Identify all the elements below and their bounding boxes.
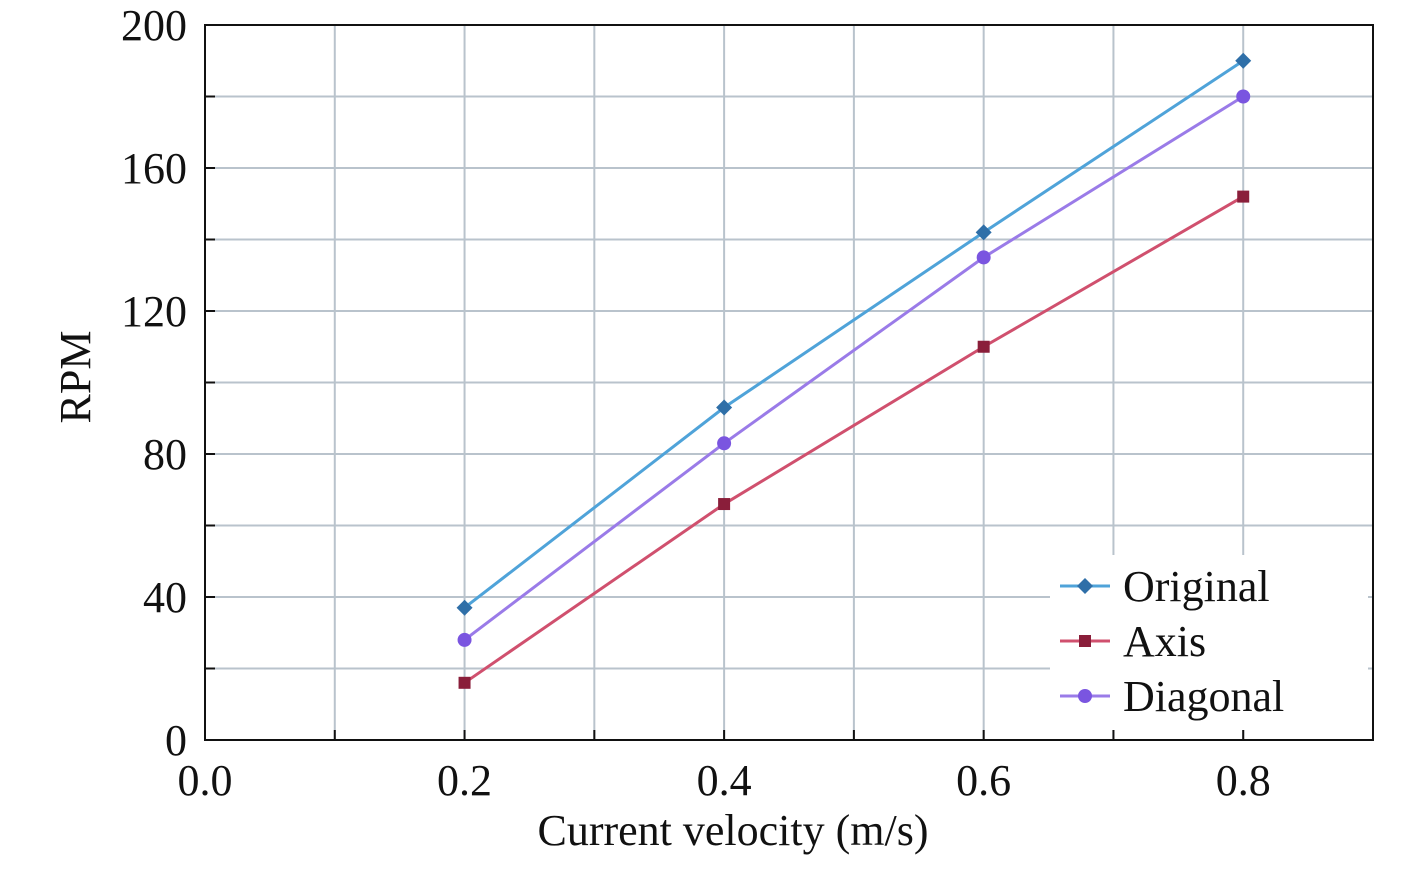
data-point-diagonal — [717, 436, 732, 451]
legend-label-axis: Axis — [1123, 617, 1206, 666]
y-axis-title: RPM — [51, 331, 100, 424]
y-tick-label: 120 — [121, 287, 187, 336]
data-point-axis — [977, 340, 990, 353]
legend-item-diagonal: Diagonal — [1060, 672, 1284, 721]
data-point-axis — [458, 676, 471, 689]
y-tick-label: 80 — [143, 430, 187, 479]
data-point-diagonal — [976, 250, 991, 265]
series-layer — [456, 52, 1252, 689]
data-point-original — [716, 399, 733, 416]
data-point-original — [975, 224, 992, 241]
x-tick-label: 0.2 — [437, 756, 492, 805]
legend-items: Original Axis Diagonal — [1060, 562, 1284, 721]
legend-marker-axis — [1079, 635, 1091, 647]
legend-marker-original — [1077, 578, 1093, 594]
data-point-original — [1235, 52, 1252, 69]
x-tick-label: 0.0 — [178, 756, 233, 805]
legend-item-axis: Axis — [1060, 617, 1206, 666]
series-line-axis — [463, 195, 1244, 685]
series-line-diagonal — [463, 95, 1245, 642]
series-axis — [458, 190, 1250, 689]
x-tick-labels: 0.0 0.2 0.4 0.6 0.8 — [178, 756, 1271, 805]
y-tick-label: 40 — [143, 573, 187, 622]
legend: Original Axis Diagonal — [1050, 555, 1368, 730]
legend-item-original: Original — [1060, 562, 1270, 611]
data-point-axis — [1237, 190, 1250, 203]
y-tick-label: 200 — [121, 1, 187, 50]
series-original — [456, 52, 1252, 616]
data-point-original — [456, 599, 473, 616]
y-tick-labels: 0 40 80 120 160 200 — [121, 1, 187, 765]
legend-marker-diagonal — [1078, 689, 1092, 703]
data-point-axis — [718, 498, 731, 511]
data-point-diagonal — [1236, 89, 1251, 104]
legend-label-diagonal: Diagonal — [1123, 672, 1284, 721]
axis-ticks — [204, 95, 1245, 740]
x-tick-label: 0.6 — [956, 756, 1011, 805]
legend-label-original: Original — [1123, 562, 1270, 611]
series-diagonal — [457, 89, 1251, 647]
y-tick-label: 160 — [121, 144, 187, 193]
series-line-original — [463, 59, 1245, 609]
y-tick-label: 0 — [165, 716, 187, 765]
x-tick-label: 0.8 — [1216, 756, 1271, 805]
data-point-diagonal — [457, 632, 472, 647]
x-tick-label: 0.4 — [697, 756, 752, 805]
x-axis-title: Current velocity (m/s) — [537, 806, 928, 855]
